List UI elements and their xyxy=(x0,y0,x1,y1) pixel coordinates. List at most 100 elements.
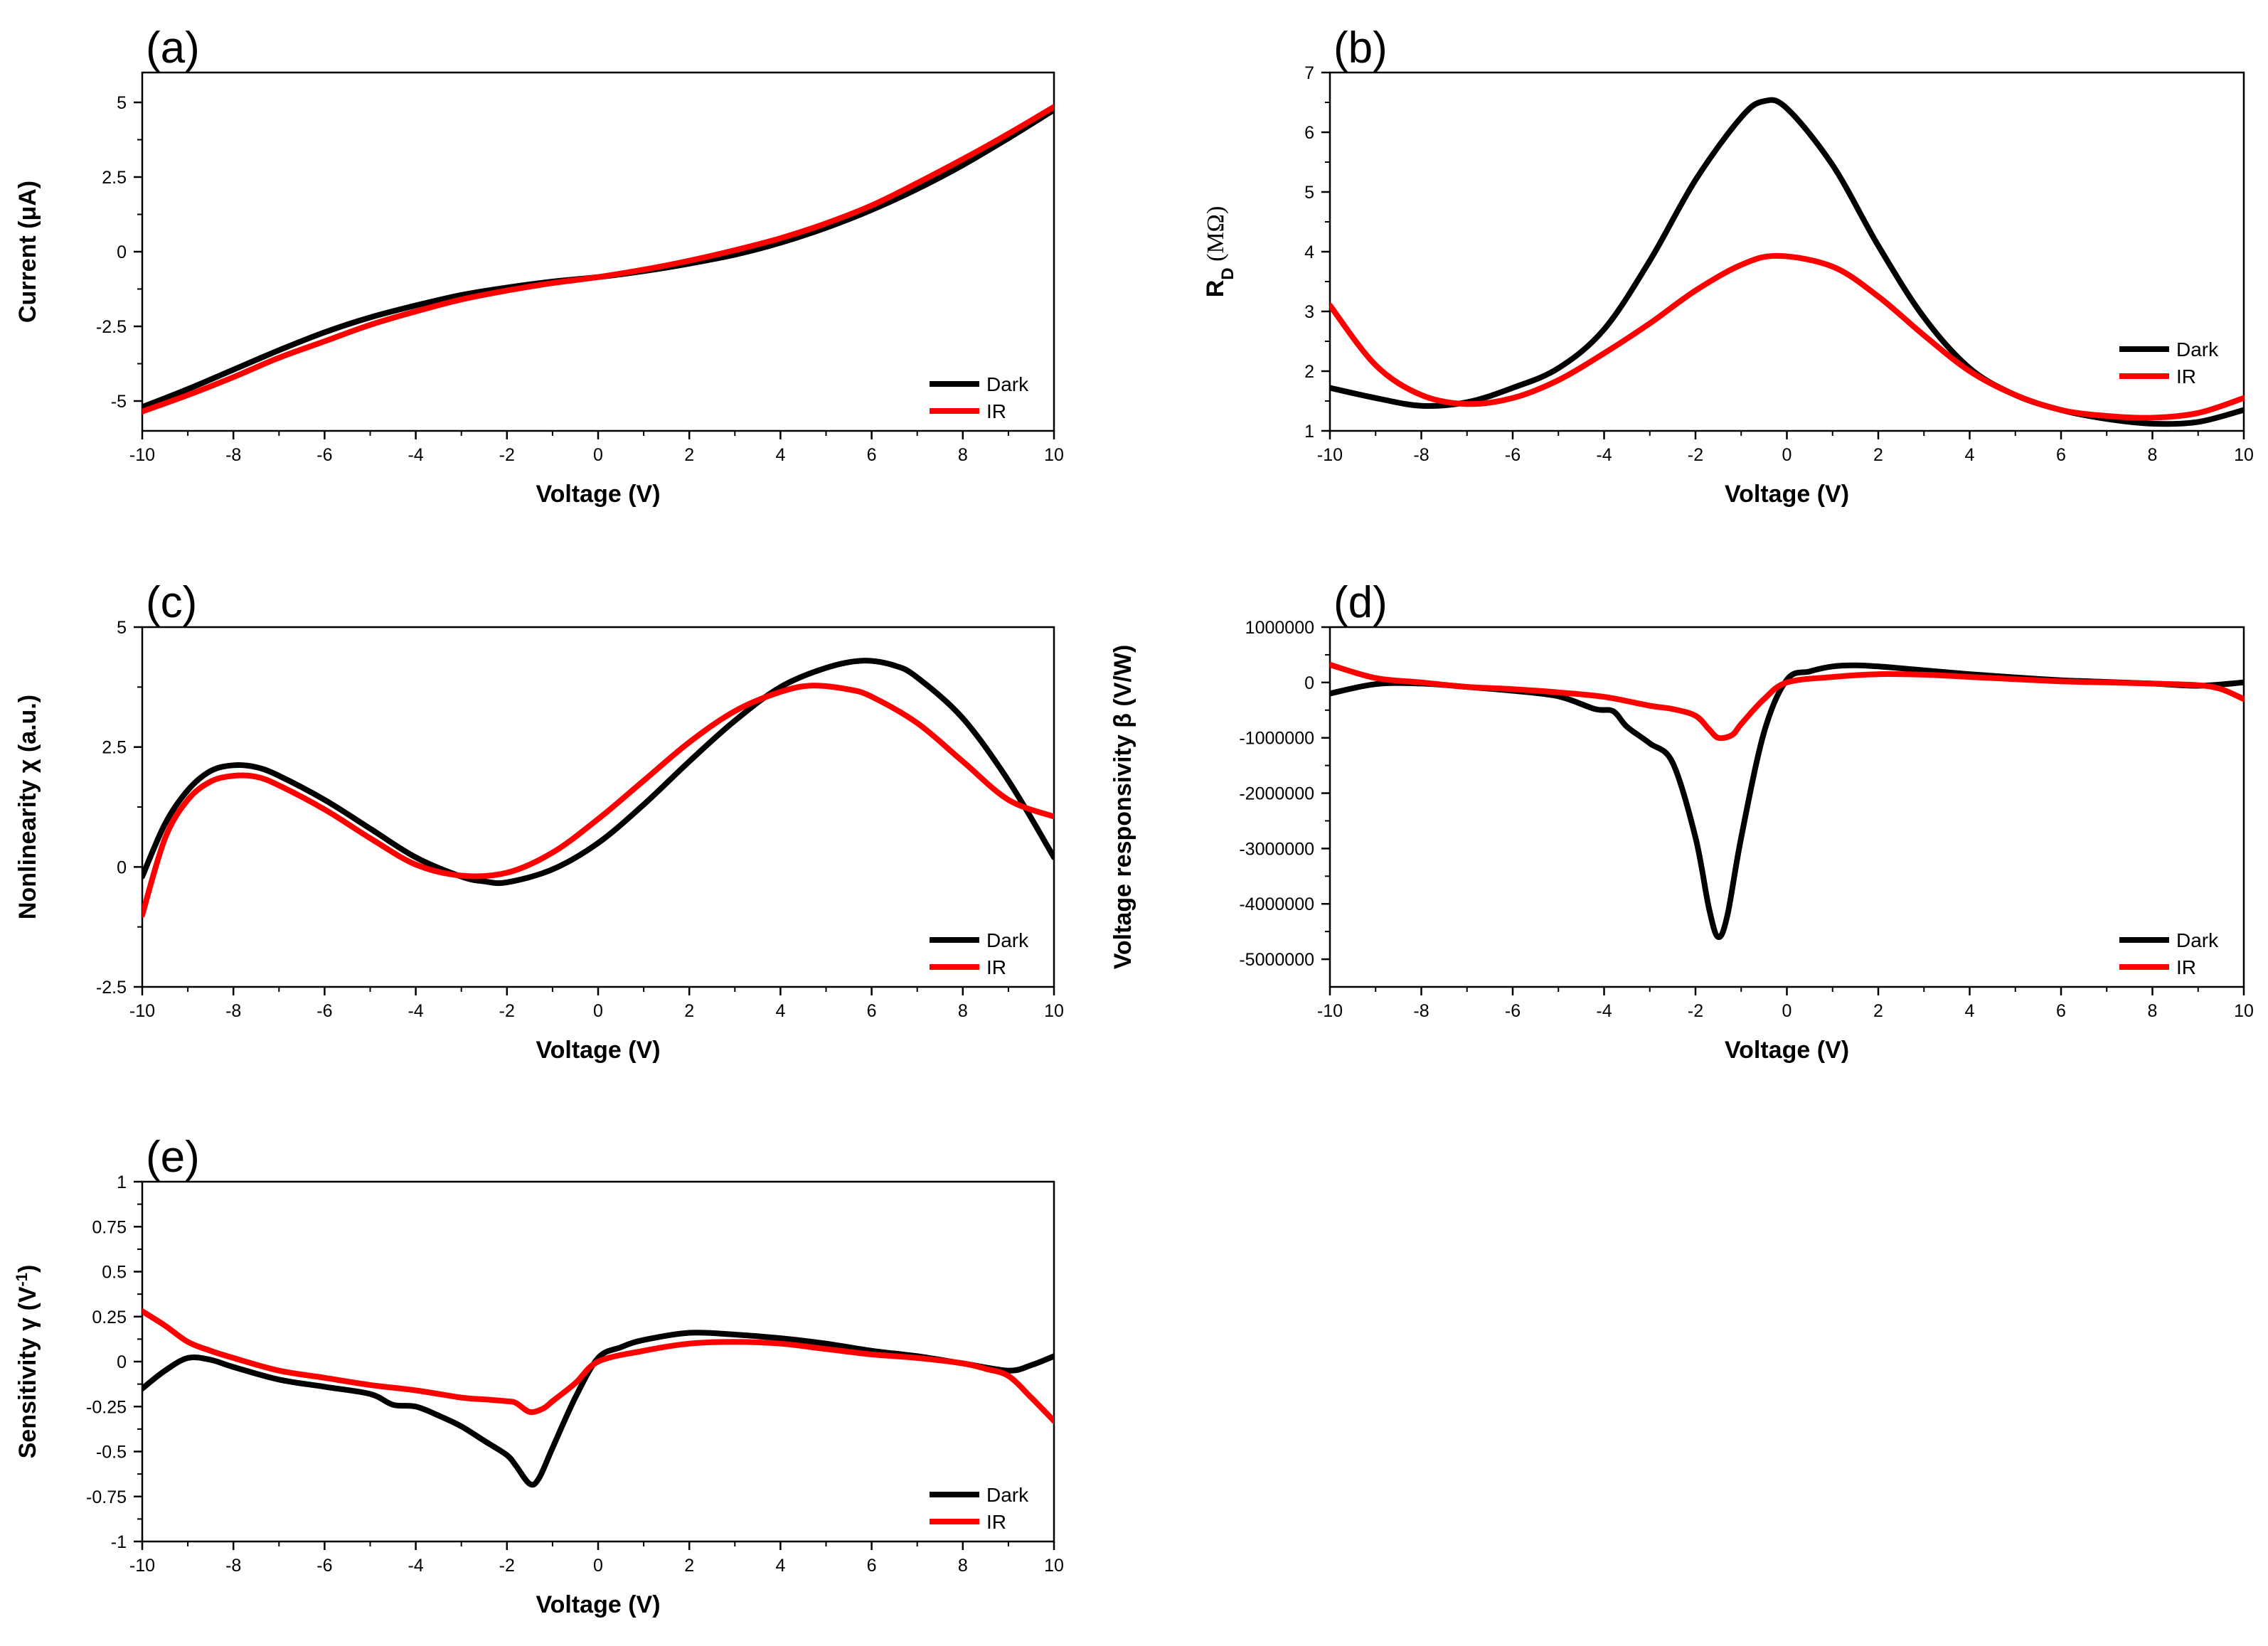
x-tick-label: 0 xyxy=(593,1001,603,1021)
series-line-dark xyxy=(142,658,1054,887)
y-tick-label: 3 xyxy=(1304,302,1314,322)
x-tick-label: 8 xyxy=(2148,1001,2158,1021)
x-tick-label: -4 xyxy=(408,445,423,465)
x-tick-label: -6 xyxy=(316,1556,332,1576)
y-tick-label: 0 xyxy=(117,857,127,877)
x-tick-label: -8 xyxy=(225,1556,241,1576)
x-tick-label: 8 xyxy=(2148,445,2158,465)
y-tick-label: 5 xyxy=(117,93,127,113)
plot-frame xyxy=(141,626,1055,988)
y-tick-label: 0.75 xyxy=(92,1217,127,1237)
x-tick-label: 4 xyxy=(1965,1001,1975,1021)
y-tick-label: 6 xyxy=(1304,123,1314,143)
y-tick-label: 1 xyxy=(1304,422,1314,442)
x-tick-label: 0 xyxy=(593,445,603,465)
y-axis-title: Nonlinearity χ (a.u.) xyxy=(14,695,41,919)
x-tick-label: -8 xyxy=(1413,1001,1429,1021)
x-axis-title: Voltage (V) xyxy=(536,1591,660,1618)
x-axis-title: Voltage (V) xyxy=(536,1037,660,1064)
chart-panel-a: (a) -10 -8 -6 -4 -2 0 2 4 6 8 10 -5 -2.5 0 2.5 5 Voltage … xyxy=(14,23,1064,508)
y-axis-title-sub: D xyxy=(1218,267,1237,279)
y-axis-title: RD (MΩ) xyxy=(1202,206,1237,298)
x-tick-label: -2 xyxy=(499,1001,515,1021)
y-axis-title-end: ) xyxy=(14,1265,41,1273)
x-tick-label: 2 xyxy=(684,1556,694,1576)
y-tick-label: 0.25 xyxy=(92,1308,127,1327)
panel-label: (e) xyxy=(146,1133,200,1182)
x-tick-label: -4 xyxy=(1596,1001,1612,1021)
x-tick-label: 6 xyxy=(2056,445,2066,465)
x-axis-title: Voltage (V) xyxy=(536,481,660,508)
y-tick-label: -1000000 xyxy=(1239,729,1314,749)
x-tick-label: 4 xyxy=(775,1556,785,1576)
series-line-ir xyxy=(142,104,1054,415)
x-tick-label: -6 xyxy=(1505,445,1521,465)
y-tick-label: -5000000 xyxy=(1239,950,1314,970)
series-line-dark xyxy=(1330,662,2244,940)
x-tick-label: 10 xyxy=(1044,1001,1064,1021)
legend-label-ir: IR xyxy=(986,400,1006,422)
y-tick-label: -2000000 xyxy=(1239,784,1314,804)
x-tick-label: -6 xyxy=(316,445,332,465)
y-tick-label: -0.75 xyxy=(86,1487,127,1507)
x-tick-label: 10 xyxy=(1044,1556,1064,1576)
y-tick-label: 2.5 xyxy=(102,168,127,188)
series-line-dark xyxy=(1330,97,2244,427)
x-tick-label: -10 xyxy=(1317,445,1343,465)
x-tick-label: 0 xyxy=(593,1556,603,1576)
x-tick-label: -2 xyxy=(1688,445,1703,465)
x-tick-label: 10 xyxy=(2234,445,2254,465)
x-tick-label: 10 xyxy=(1044,445,1064,465)
y-tick-label: 4 xyxy=(1304,242,1314,262)
x-tick-label: -10 xyxy=(129,1001,155,1021)
chart-panel-e: (e) -10 -8 -6 -4 -2 0 2 4 6 8 10 -1 -0.75 -0.5 -0.25 0 0.… xyxy=(13,1133,1064,1618)
y-tick-label: 0.5 xyxy=(102,1263,127,1283)
series-line-ir xyxy=(1330,252,2244,421)
x-tick-label: -2 xyxy=(499,1556,515,1576)
x-tick-label: 0 xyxy=(1782,1001,1792,1021)
y-axis-title: Sensitivity γ (V-1) xyxy=(13,1265,42,1459)
panel-label: (a) xyxy=(146,23,200,73)
legend-label-dark: Dark xyxy=(2176,338,2219,360)
series-line-ir xyxy=(142,683,1054,918)
y-tick-label: 1 xyxy=(117,1172,127,1192)
x-tick-label: -8 xyxy=(1413,445,1429,465)
x-tick-label: 6 xyxy=(867,1001,877,1021)
panel-label: (b) xyxy=(1333,23,1388,73)
y-axis-title-main: Sensitivity γ (V xyxy=(14,1286,41,1458)
legend-label-ir: IR xyxy=(986,956,1006,978)
series-line-ir xyxy=(1330,661,2244,742)
x-tick-label: -4 xyxy=(1596,445,1612,465)
y-tick-label: 1000000 xyxy=(1245,618,1314,638)
x-tick-label: -6 xyxy=(316,1001,332,1021)
plot-frame xyxy=(1329,71,2245,432)
plot-frame xyxy=(141,71,1055,432)
x-tick-label: -2 xyxy=(499,445,515,465)
x-tick-label: 6 xyxy=(867,445,877,465)
x-tick-label: 0 xyxy=(1782,445,1792,465)
series-line-dark xyxy=(142,107,1054,410)
x-axis-title: Voltage (V) xyxy=(1725,1037,1849,1064)
x-tick-label: 8 xyxy=(958,445,968,465)
series-line-ir xyxy=(142,1308,1054,1424)
x-tick-label: 2 xyxy=(1873,1001,1883,1021)
x-tick-label: -8 xyxy=(225,445,241,465)
y-axis-title-unit: (MΩ) xyxy=(1203,206,1229,268)
y-tick-label: 5 xyxy=(1304,183,1314,203)
y-tick-label: 2 xyxy=(1304,362,1314,382)
panel-label: (d) xyxy=(1333,578,1388,627)
x-tick-label: 2 xyxy=(684,1001,694,1021)
y-tick-label: 5 xyxy=(117,618,127,638)
series-line-dark xyxy=(142,1330,1054,1488)
x-tick-label: 8 xyxy=(958,1001,968,1021)
legend-label-ir: IR xyxy=(986,1511,1006,1533)
y-axis-title: Current (μA) xyxy=(14,181,41,323)
x-tick-label: 4 xyxy=(775,1001,785,1021)
x-tick-label: 4 xyxy=(1965,445,1975,465)
x-tick-label: -10 xyxy=(129,1556,155,1576)
y-tick-label: 7 xyxy=(1304,63,1314,83)
x-tick-label: 10 xyxy=(2234,1001,2254,1021)
legend-label-dark: Dark xyxy=(986,373,1029,395)
